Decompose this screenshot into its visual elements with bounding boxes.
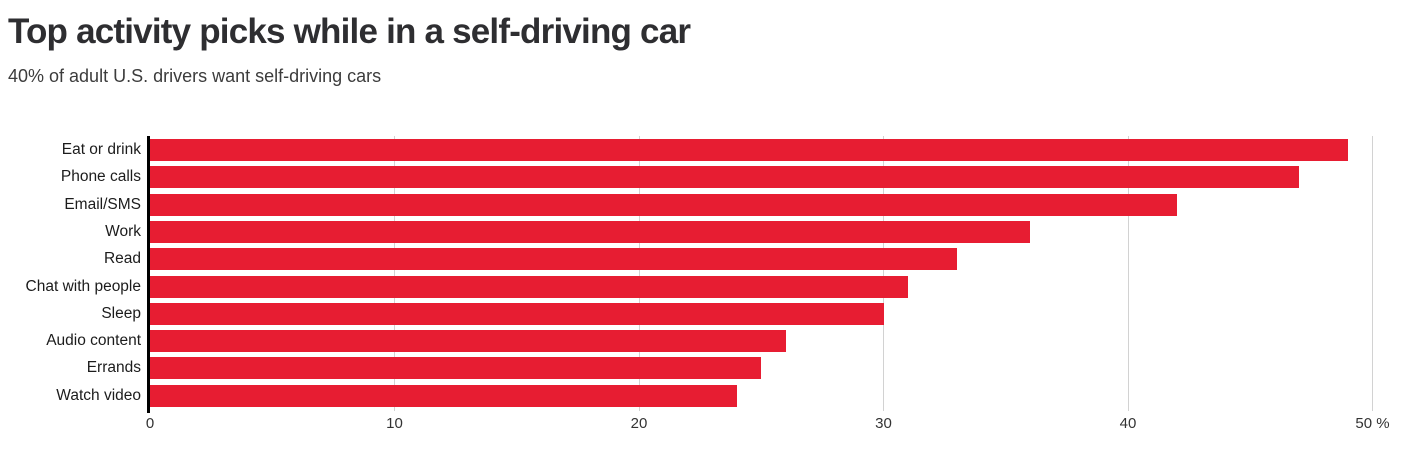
bar-phone-calls <box>150 166 1300 189</box>
category-label: Email/SMS <box>64 195 141 213</box>
bar-email-sms <box>150 193 1177 216</box>
category-label: Work <box>105 222 141 240</box>
bar-work <box>150 220 1031 243</box>
bar-chat-with-people <box>150 275 908 298</box>
bar-errands <box>150 357 762 380</box>
gridline <box>1372 136 1373 411</box>
gridline <box>883 136 884 411</box>
category-label: Read <box>103 250 141 268</box>
category-label: Errands <box>86 359 141 377</box>
chart-title: Top activity picks while in a self-drivi… <box>8 12 691 51</box>
x-tick-label: 0 <box>145 415 155 432</box>
category-label: Watch video <box>56 386 141 404</box>
chart-subtitle: 40% of adult U.S. drivers want self-driv… <box>8 66 382 86</box>
bar-watch-video <box>150 384 737 407</box>
gridline <box>394 136 395 411</box>
plot-area: 0 10 20 30 40 50 % <box>146 136 1390 432</box>
x-tick-label: 40 <box>1119 415 1137 432</box>
gridline <box>638 136 640 411</box>
category-label: Phone calls <box>60 168 141 186</box>
x-tick-label: 50 % <box>1355 415 1390 432</box>
category-labels: Eat or drink Phone calls Email/SMS Work Read… <box>0 136 141 412</box>
category-label: Sleep <box>101 304 141 322</box>
category-label: Audio content <box>46 332 141 350</box>
category-label: Chat with people <box>25 277 141 295</box>
bar-read <box>150 248 957 271</box>
x-tick-label: 20 <box>630 415 648 432</box>
gridline <box>1127 136 1129 411</box>
bar-audio-content <box>150 330 786 353</box>
x-tick-label: 10 <box>386 415 403 432</box>
x-tick-label: 30 <box>875 415 892 432</box>
y-axis-line <box>147 136 150 413</box>
bar-sleep <box>150 302 884 325</box>
bar-eat-or-drink <box>150 139 1349 161</box>
category-label: Eat or drink <box>61 141 141 158</box>
